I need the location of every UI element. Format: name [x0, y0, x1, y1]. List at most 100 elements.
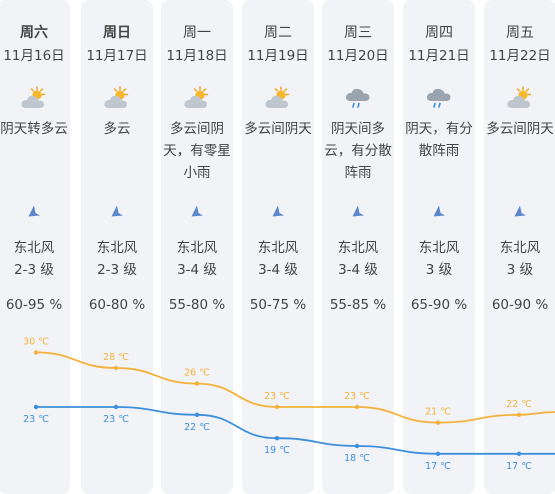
humidity: 55-80 % — [168, 297, 226, 313]
wind-direction: 东北风 — [257, 240, 299, 256]
wind-direction-icon — [403, 203, 475, 219]
wind-direction-icon — [242, 203, 314, 219]
cloudy-sun-icon — [484, 85, 555, 113]
high-temperature-label: 26 ℃ — [184, 368, 210, 379]
low-temperature-label: 23 ℃ — [103, 414, 129, 425]
low-temperature-line — [35, 406, 555, 455]
wind-direction-icon — [322, 203, 394, 219]
low-temperature-point — [274, 436, 280, 441]
high-temperature-point — [33, 350, 39, 355]
day-column[interactable]: 周一 11月18日 多云间阴 天，有零星 小雨 东北风 3-4 级 55-80 % — [161, 0, 233, 494]
high-temperature-point — [354, 404, 360, 410]
day-column[interactable]: 周四 11月21日 阴天，有分散阵雨东北风 3 级 65-90 % — [403, 0, 475, 494]
weather-description-line: 多云间阴天 — [486, 121, 554, 137]
weather-description: 多云间阴天 — [242, 118, 314, 140]
low-temperature-point — [113, 404, 119, 410]
day-name: 周四 — [425, 25, 453, 41]
weather-description: 阴天转多云 — [0, 118, 70, 140]
low-temperature-label: 17 ℃ — [506, 461, 532, 472]
day-column[interactable]: 周五 11月22日 多云间阴天东北风 3 级 60-90 % — [484, 0, 555, 494]
wind-direction-icon — [81, 203, 153, 219]
day-name: 周一 — [183, 25, 211, 41]
weather-description-line: 阴天间多 — [331, 121, 385, 137]
wind-direction: 东北风 — [176, 240, 218, 256]
rain-cloud-icon — [403, 85, 475, 113]
day-date: 11月19日 — [247, 48, 309, 64]
high-temperature-label: 28 ℃ — [103, 352, 129, 363]
weather-description-line: 天，有零星 — [163, 143, 231, 159]
day-column[interactable]: 周日 11月17日 多云 东北风 2-3 级 60-80 % — [81, 0, 153, 494]
cloudy-sun-icon — [81, 85, 153, 113]
wind-level: 2-3 级 — [97, 262, 137, 278]
low-temperature-point — [516, 451, 522, 456]
low-temperature-label: 23 ℃ — [23, 414, 49, 425]
cloudy-sun-icon — [0, 85, 70, 113]
low-temperature-point — [354, 443, 360, 449]
wind-level: 3 级 — [506, 262, 534, 278]
day-name: 周六 — [20, 25, 48, 41]
high-temperature-label: 23 ℃ — [344, 391, 370, 402]
high-temperature-label: 23 ℃ — [264, 391, 290, 402]
day-column[interactable]: 周六 11月16日 阴天转多云东北风 2-3 级 60-95 % — [0, 0, 70, 494]
weather-description-line: 小雨 — [183, 165, 211, 181]
high-temperature-line — [35, 351, 555, 424]
weather-description: 多云间阴天 — [484, 118, 555, 140]
wind-direction: 东北风 — [499, 240, 541, 256]
humidity: 50-75 % — [249, 297, 307, 313]
day-column[interactable]: 周二 11月19日 多云间阴天 东北风 3-4 级 50-75 % — [242, 0, 314, 494]
high-temperature-point — [274, 404, 280, 410]
low-temperature-label: 17 ℃ — [425, 461, 451, 472]
day-date: 11月16日 — [3, 48, 65, 64]
day-date: 11月21日 — [408, 48, 470, 64]
wind-direction-icon — [484, 203, 555, 219]
high-temperature-point — [113, 365, 119, 371]
day-name: 周三 — [344, 25, 372, 41]
high-temperature-label: 30 ℃ — [23, 336, 49, 347]
day-name: 周五 — [506, 25, 534, 41]
day-date: 11月22日 — [489, 48, 551, 64]
wind-level: 3 级 — [425, 262, 453, 278]
low-temperature-label: 22 ℃ — [184, 422, 210, 433]
high-temperature-point — [194, 381, 200, 386]
low-temperature-point — [194, 412, 200, 417]
wind-level: 2-3 级 — [14, 262, 54, 278]
low-temperature-label: 18 ℃ — [344, 453, 370, 464]
cloudy-sun-icon — [242, 85, 314, 113]
low-temperature-point — [33, 404, 39, 410]
wind-direction-icon — [0, 203, 70, 219]
day-date: 11月17日 — [86, 48, 148, 64]
cloudy-sun-icon — [161, 85, 233, 113]
wind-level: 3-4 级 — [338, 262, 378, 278]
weather-description: 多云间阴 天，有零星 小雨 — [161, 118, 233, 184]
high-temperature-label: 22 ℃ — [506, 399, 532, 410]
rain-cloud-icon — [322, 85, 394, 113]
high-temperature-label: 21 ℃ — [425, 407, 451, 418]
weather-description-line: 散阵雨 — [418, 143, 460, 159]
weather-description-line: 阴天，有分 — [405, 121, 473, 137]
wind-direction: 东北风 — [13, 240, 55, 256]
weather-description-line: 多云间阴天 — [244, 121, 312, 137]
wind-level: 3-4 级 — [258, 262, 298, 278]
high-temperature-point — [516, 412, 522, 417]
weather-description-line: 阴天转多云 — [0, 121, 68, 137]
wind-direction: 东北风 — [96, 240, 138, 256]
wind-direction-icon — [161, 203, 233, 219]
low-temperature-label: 19 ℃ — [264, 445, 290, 456]
day-name: 周日 — [103, 25, 131, 41]
humidity: 60-90 % — [491, 297, 549, 313]
day-column[interactable]: 周三 11月20日 阴天间多 云，有分散 阵雨 东北风 3-4 级 55-85 % — [322, 0, 394, 494]
wind-direction: 东北风 — [337, 240, 379, 256]
humidity: 60-95 % — [5, 297, 63, 313]
humidity: 55-85 % — [329, 297, 387, 313]
weather-description-line: 阵雨 — [344, 165, 372, 181]
day-date: 11月18日 — [166, 48, 228, 64]
wind-direction: 东北风 — [418, 240, 460, 256]
humidity: 60-80 % — [88, 297, 146, 313]
day-date: 11月20日 — [327, 48, 389, 64]
humidity: 65-90 % — [410, 297, 468, 313]
high-temperature-point — [435, 420, 441, 425]
low-temperature-point — [435, 451, 441, 456]
wind-level: 3-4 级 — [177, 262, 217, 278]
